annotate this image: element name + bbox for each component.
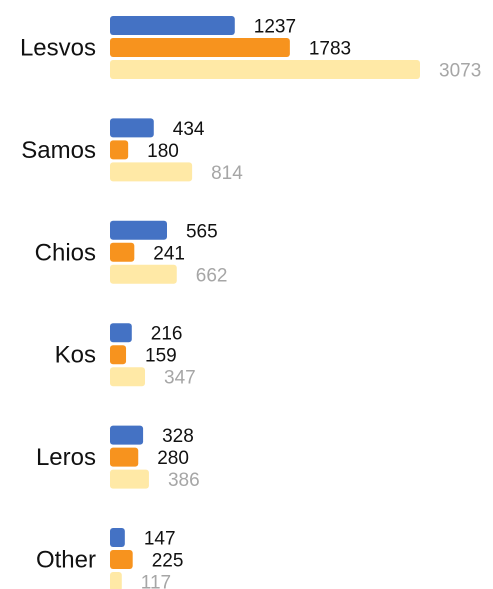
bar-yellow-chios: [110, 264, 177, 284]
category-label: Kos: [55, 342, 96, 369]
bar-group-lesvos: Lesvos 1237 1783 3073: [20, 16, 481, 82]
bar-blue-samos: [110, 118, 154, 138]
bar-blue-leros: [110, 425, 144, 445]
data-label: 159: [145, 346, 177, 367]
bar-blue-other: [110, 528, 125, 547]
data-label: 1237: [254, 17, 296, 38]
bar-orange-samos: [110, 140, 129, 160]
data-label: 180: [147, 141, 179, 162]
bar-orange-other: [110, 550, 133, 569]
data-label: 328: [162, 426, 194, 447]
category-label: Leros: [36, 444, 96, 471]
data-label: 225: [152, 551, 184, 572]
category-label: Other: [36, 547, 96, 574]
data-label: 814: [211, 163, 243, 184]
category-label: Chios: [35, 239, 96, 266]
data-label: 662: [196, 265, 228, 286]
bar-yellow-lesvos: [110, 60, 420, 79]
bar-yellow-kos: [110, 367, 146, 387]
data-label: 216: [151, 324, 183, 345]
bar-orange-kos: [110, 345, 127, 365]
data-label: 1783: [309, 39, 351, 60]
data-label: 241: [153, 243, 185, 264]
data-label: 117: [141, 573, 171, 589]
data-label: 347: [164, 368, 196, 389]
category-label: Samos: [21, 137, 96, 164]
data-label: 565: [186, 221, 218, 242]
bar-blue-chios: [110, 220, 167, 240]
data-label: 147: [144, 529, 176, 550]
bar-yellow-leros: [110, 469, 149, 489]
data-label: 280: [157, 448, 189, 469]
data-label: 434: [173, 119, 205, 140]
bar-blue-lesvos: [110, 16, 235, 35]
category-label: Lesvos: [20, 35, 96, 62]
bar-yellow-other: [110, 572, 122, 589]
bar-blue-kos: [110, 323, 132, 343]
bar-orange-leros: [110, 447, 139, 467]
bar-orange-lesvos: [110, 38, 290, 57]
bar-yellow-samos: [110, 162, 193, 182]
data-label: 3073: [439, 61, 481, 82]
bar-orange-chios: [110, 242, 135, 262]
data-label: 386: [168, 470, 200, 491]
